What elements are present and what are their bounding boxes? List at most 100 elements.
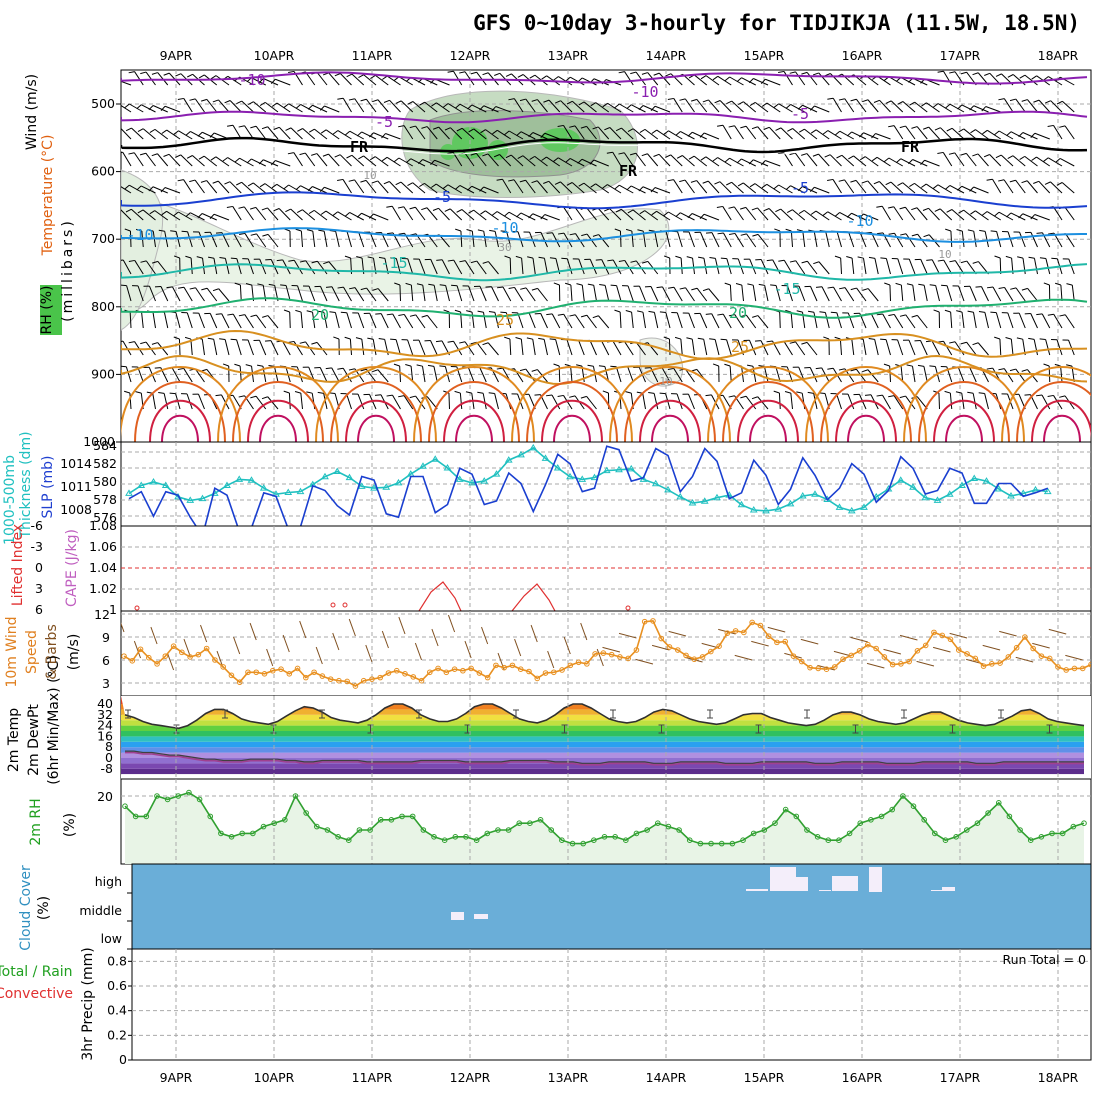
- wind-barb-shaft: [389, 181, 401, 194]
- wind-speed-point: [137, 646, 144, 653]
- wind-barb: [197, 131, 217, 140]
- wind-speed-point: [385, 670, 392, 676]
- wind-barb: [360, 98, 377, 113]
- wind-barb: [846, 256, 855, 275]
- wind-barb-shaft: [198, 393, 205, 410]
- wind-barb-flag: [822, 211, 829, 216]
- wind-barb: [456, 209, 475, 221]
- wind-barb-shaft: [289, 311, 291, 329]
- wind-barb-shaft: [943, 259, 953, 275]
- wind-barb-shaft: [540, 313, 548, 329]
- rh-point: [878, 813, 885, 820]
- wind-barb: [781, 284, 793, 302]
- wind-barb-shaft: [902, 182, 916, 194]
- wind-barb: [283, 390, 291, 410]
- wind-barb-shaft: [522, 155, 536, 167]
- thickness-labels: 1000-500mb Thickness (dm) SLP (mb): [2, 431, 56, 545]
- wind-speed-point: [724, 630, 731, 636]
- wind-barb-flag: [598, 365, 605, 367]
- wind-barb-flag: [785, 309, 792, 313]
- wind-barb-shaft: [1061, 182, 1075, 194]
- wind-barb-shaft: [398, 76, 414, 86]
- wind-barb-shaft: [581, 285, 585, 302]
- rh-point: [868, 817, 874, 823]
- wind-barb: [957, 104, 977, 113]
- wind-barb-flag: [1021, 180, 1028, 184]
- wind-barb: [694, 231, 708, 248]
- wind-barb: [606, 151, 622, 167]
- wind-barb-shaft: [723, 232, 732, 248]
- surface-wind-barb: [431, 628, 439, 647]
- wind-barb: [520, 287, 536, 302]
- surface-temperature-contour: [835, 399, 897, 442]
- wind-barb-shaft: [288, 392, 291, 410]
- wind-barb-shaft: [893, 125, 904, 140]
- wind-barb-shaft: [972, 393, 977, 410]
- thickness-point: [1031, 485, 1040, 493]
- wind-barb-shaft: [392, 313, 401, 329]
- wind-barb-shaft: [1053, 395, 1063, 410]
- wind-barb-shaft: [1003, 98, 1014, 113]
- wind-barb-flag: [1005, 337, 1012, 340]
- wind-barb-shaft: [427, 315, 438, 329]
- wind-barb: [830, 311, 842, 329]
- wind-barb: [565, 76, 585, 86]
- wind-barb-shaft: [893, 314, 904, 329]
- wind-barb-flag: [1006, 212, 1012, 218]
- wind-barb-shaft: [1015, 287, 1026, 302]
- wind-barb-shaft: [198, 312, 205, 329]
- wind-barb: [859, 156, 879, 167]
- wind-barb-shaft: [780, 127, 793, 140]
- wind-barb-shaft: [122, 259, 132, 275]
- wind-barb: [250, 233, 267, 248]
- rh-line: [124, 791, 1085, 845]
- wind-barb: [633, 285, 646, 302]
- wind-barb: [363, 312, 377, 329]
- wind-barb-flag: [1031, 156, 1037, 161]
- wind-barb-flag: [994, 336, 1001, 340]
- wind-barb: [921, 183, 940, 194]
- wind-barb-shaft: [363, 155, 377, 167]
- wind-barb-shaft: [829, 154, 842, 167]
- wind-barb-shaft: [688, 231, 695, 248]
- wind-barb-shaft: [267, 396, 279, 410]
- wind-barb: [299, 152, 316, 167]
- wind-barb: [192, 393, 205, 410]
- wind-barb: [960, 341, 977, 356]
- wind-barb: [834, 212, 854, 221]
- rh-point: [1017, 827, 1023, 833]
- wind-barb-flag: [488, 311, 495, 313]
- wind-barb: [340, 392, 352, 410]
- wind-barb: [933, 103, 953, 113]
- wind-barb-shaft: [654, 231, 659, 248]
- wind-barb: [531, 287, 548, 302]
- wind-barb-flag: [557, 232, 565, 235]
- wind-barb-shaft: [198, 231, 205, 248]
- wind-barb-shaft: [232, 206, 242, 221]
- wind-barb-flag: [455, 185, 461, 190]
- wind-barb-shaft: [129, 103, 144, 113]
- wind-barb-shaft: [422, 285, 426, 302]
- wind-speed-point: [972, 655, 979, 662]
- wind-barb-shaft: [187, 231, 193, 248]
- wind-barb-flag: [749, 101, 756, 106]
- wind-barb-flag: [604, 127, 611, 131]
- wind-barb-shaft: [331, 286, 340, 302]
- wind-barb: [488, 392, 499, 410]
- wind-barb-shaft: [890, 100, 904, 113]
- thickness-point: [137, 481, 146, 488]
- temperature-tick-label: 0: [105, 750, 113, 765]
- wind-barb: [424, 258, 438, 275]
- wind-barb: [121, 104, 132, 113]
- temperature-band: [121, 747, 1091, 753]
- rh-point: [335, 834, 341, 840]
- wind-speed-point: [840, 656, 846, 663]
- wind-barb-flag: [386, 394, 393, 397]
- wind-barb-shaft: [574, 314, 585, 329]
- thickness-point: [945, 490, 954, 497]
- contour-label: -10: [491, 219, 518, 237]
- wind-barb-shaft: [134, 341, 144, 356]
- wind-barb-flag: [432, 207, 439, 211]
